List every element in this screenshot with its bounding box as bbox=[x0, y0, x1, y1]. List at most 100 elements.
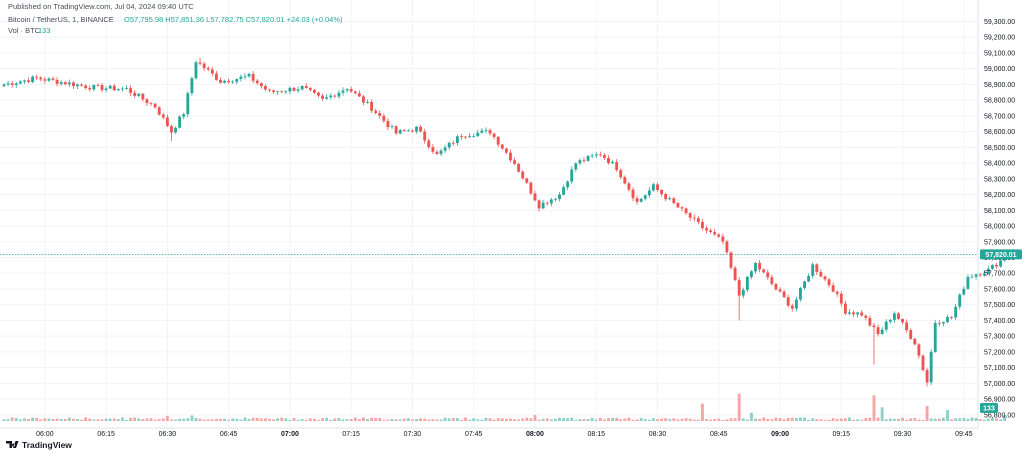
candle[interactable] bbox=[157, 105, 161, 116]
candle[interactable] bbox=[831, 282, 835, 293]
candle[interactable] bbox=[872, 322, 876, 365]
candle[interactable] bbox=[96, 83, 100, 87]
candle[interactable] bbox=[819, 269, 823, 278]
candle[interactable] bbox=[880, 326, 884, 335]
candle[interactable] bbox=[688, 211, 692, 221]
candle[interactable] bbox=[594, 151, 598, 158]
candle[interactable] bbox=[978, 272, 982, 278]
candle[interactable] bbox=[129, 85, 133, 96]
candle[interactable] bbox=[549, 197, 553, 207]
candle[interactable] bbox=[921, 354, 925, 372]
candle[interactable] bbox=[480, 127, 484, 134]
candle[interactable] bbox=[758, 259, 762, 273]
candle[interactable] bbox=[782, 290, 786, 298]
candle[interactable] bbox=[14, 81, 18, 89]
candle[interactable] bbox=[529, 181, 533, 196]
candle[interactable] bbox=[602, 153, 606, 161]
candle[interactable] bbox=[292, 86, 296, 92]
candle[interactable] bbox=[909, 328, 913, 340]
candle[interactable] bbox=[843, 300, 847, 315]
candle[interactable] bbox=[194, 60, 198, 80]
candle[interactable] bbox=[251, 71, 255, 84]
candle[interactable] bbox=[737, 277, 741, 321]
candle[interactable] bbox=[815, 263, 819, 276]
candle[interactable] bbox=[104, 86, 108, 93]
candle[interactable] bbox=[349, 86, 353, 94]
candle[interactable] bbox=[255, 78, 259, 85]
candle[interactable] bbox=[55, 77, 59, 87]
candle[interactable] bbox=[398, 128, 402, 135]
candle[interactable] bbox=[807, 273, 811, 283]
candle[interactable] bbox=[929, 349, 933, 386]
candle[interactable] bbox=[647, 187, 651, 198]
candle[interactable] bbox=[72, 80, 75, 89]
candle[interactable] bbox=[361, 94, 365, 106]
candle[interactable] bbox=[382, 113, 386, 124]
candle[interactable] bbox=[468, 133, 472, 139]
candle[interactable] bbox=[611, 160, 615, 164]
candle[interactable] bbox=[239, 74, 243, 82]
candle[interactable] bbox=[464, 135, 467, 140]
candle[interactable] bbox=[672, 196, 676, 205]
candle[interactable] bbox=[374, 108, 378, 115]
candle[interactable] bbox=[39, 76, 43, 82]
candle[interactable] bbox=[860, 309, 864, 317]
candle[interactable] bbox=[884, 319, 888, 333]
candle[interactable] bbox=[125, 85, 128, 90]
candle[interactable] bbox=[133, 90, 137, 98]
candle[interactable] bbox=[627, 181, 631, 192]
candle[interactable] bbox=[206, 66, 210, 72]
candle[interactable] bbox=[496, 135, 500, 148]
candle[interactable] bbox=[574, 162, 578, 173]
candle[interactable] bbox=[937, 320, 941, 327]
candle[interactable] bbox=[415, 125, 418, 134]
candle[interactable] bbox=[598, 151, 602, 157]
candle[interactable] bbox=[545, 201, 549, 206]
candle[interactable] bbox=[750, 270, 753, 280]
candle[interactable] bbox=[725, 239, 729, 255]
candle[interactable] bbox=[182, 112, 186, 120]
candle[interactable] bbox=[517, 162, 521, 173]
candle[interactable] bbox=[770, 274, 774, 286]
candle[interactable] bbox=[982, 270, 986, 278]
candle[interactable] bbox=[231, 79, 235, 84]
candle[interactable] bbox=[864, 314, 868, 321]
candle[interactable] bbox=[933, 319, 937, 353]
candle[interactable] bbox=[161, 112, 165, 120]
candle[interactable] bbox=[170, 124, 173, 142]
candle[interactable] bbox=[553, 197, 557, 202]
candle[interactable] bbox=[43, 76, 47, 84]
candle[interactable] bbox=[786, 294, 790, 308]
candle[interactable] bbox=[741, 287, 745, 299]
candle[interactable] bbox=[337, 90, 341, 99]
candle[interactable] bbox=[582, 157, 586, 163]
candle[interactable] bbox=[701, 219, 704, 231]
candle[interactable] bbox=[198, 57, 202, 66]
candle[interactable] bbox=[799, 286, 802, 302]
candle[interactable] bbox=[745, 276, 749, 292]
candle[interactable] bbox=[247, 72, 251, 78]
candle[interactable] bbox=[227, 78, 231, 84]
candle[interactable] bbox=[386, 118, 390, 131]
candle[interactable] bbox=[905, 319, 909, 333]
candle[interactable] bbox=[656, 182, 659, 192]
candle[interactable] bbox=[357, 90, 361, 98]
candle[interactable] bbox=[31, 75, 35, 84]
candle[interactable] bbox=[660, 189, 664, 197]
candle[interactable] bbox=[892, 311, 896, 323]
candle[interactable] bbox=[190, 76, 194, 96]
candle[interactable] bbox=[803, 280, 806, 290]
candle[interactable] bbox=[888, 318, 892, 324]
candle[interactable] bbox=[280, 90, 284, 94]
candle[interactable] bbox=[423, 128, 427, 144]
candle[interactable] bbox=[63, 81, 67, 86]
candle[interactable] bbox=[684, 207, 688, 215]
candle[interactable] bbox=[145, 97, 149, 107]
candle[interactable] bbox=[341, 87, 345, 96]
candle[interactable] bbox=[460, 133, 463, 140]
candle[interactable] bbox=[897, 311, 900, 320]
candle[interactable] bbox=[329, 93, 333, 100]
candle[interactable] bbox=[76, 83, 79, 89]
candle[interactable] bbox=[643, 194, 647, 201]
candle[interactable] bbox=[27, 77, 30, 84]
